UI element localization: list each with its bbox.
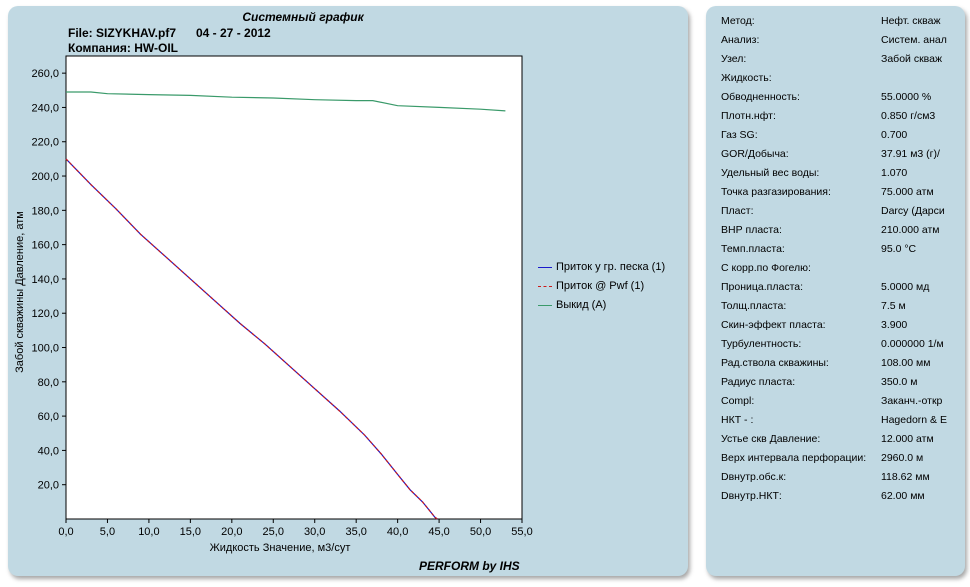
property-value: 108.00 мм: [881, 357, 931, 369]
property-value: 62.00 мм: [881, 490, 925, 502]
property-value: 95.0 °C: [881, 243, 917, 255]
legend-swatch: [538, 267, 552, 268]
series-line-2: [66, 91, 506, 112]
y-tick-label: 160,0: [31, 240, 59, 252]
property-label: Dвнутр.обс.к:: [721, 471, 787, 483]
footer-brand: PERFORM by IHS: [419, 559, 520, 573]
file-label: File: SIZYKHAV.pf7: [68, 26, 177, 40]
y-tick-label: 100,0: [31, 343, 59, 355]
x-tick-label: 55,0: [511, 526, 532, 538]
y-tick-label: 180,0: [31, 205, 59, 217]
property-value: Систем. анал: [881, 34, 947, 46]
y-tick-label: 260,0: [31, 68, 59, 80]
property-label: Скин-эффект пласта:: [721, 319, 826, 331]
x-tick-label: 10,0: [138, 526, 159, 538]
property-label: НКТ - :: [721, 414, 754, 426]
x-tick-label: 50,0: [470, 526, 491, 538]
property-label: GOR/Добыча:: [721, 148, 789, 160]
y-tick-label: 140,0: [31, 274, 59, 286]
property-value: 1.070: [881, 167, 908, 179]
property-label: С корр.по Фогелю:: [721, 262, 811, 274]
property-label: Пласт:: [721, 205, 754, 217]
properties-panel: Метод: Нефт. скваж Анализ: Систем. анал Узел…: [706, 6, 965, 576]
property-value: Hagedorn & E: [881, 414, 947, 426]
property-label: Узел:: [721, 53, 747, 65]
property-label: Удельный вес воды:: [721, 167, 820, 179]
property-value: 3.900: [881, 319, 908, 331]
company-label: Компания: HW-OIL: [68, 41, 178, 55]
chart-title: Системный график: [242, 10, 364, 24]
property-value: 2960.0 м: [881, 452, 924, 464]
property-value: 12.000 атм: [881, 433, 934, 445]
legend-swatch: [538, 286, 552, 287]
property-value: 0.700: [881, 129, 908, 141]
property-value: Darcy (Дарси: [881, 205, 945, 217]
y-tick-label: 60,0: [38, 411, 59, 423]
y-tick-label: 240,0: [31, 102, 59, 114]
property-value: 0.850 г/см3: [881, 110, 936, 122]
x-tick-label: 0,0: [58, 526, 73, 538]
property-value: Заканч.-откр: [881, 395, 943, 407]
property-label: Толщ.пласта:: [721, 300, 787, 312]
x-tick-label: 15,0: [180, 526, 201, 538]
x-axis-title: Жидкость Значение, м3/сут: [210, 542, 351, 554]
property-label: Метод:: [721, 15, 755, 27]
property-label: Устье скв Давление:: [721, 433, 821, 445]
legend-label: Приток у гр. песка (1): [556, 261, 666, 273]
property-value: 350.0 м: [881, 376, 918, 388]
property-label: Турбулентность:: [721, 338, 802, 350]
property-value: Забой скваж: [881, 53, 942, 65]
system-plot: 20,0 40,0 60,0 80,0 100,0 120,0 140,0 160,0 180,…: [14, 55, 533, 554]
property-label: Жидкость:: [721, 72, 772, 84]
property-value: 118.62 мм: [881, 471, 930, 483]
x-tick-label: 5,0: [100, 526, 115, 538]
property-value: 7.5 м: [881, 300, 906, 312]
property-value: Нефт. скваж: [881, 15, 941, 27]
property-value: 55.0000 %: [881, 91, 932, 103]
legend-swatch: [538, 305, 552, 306]
plot-area: [65, 55, 523, 520]
property-label: Обводненность:: [721, 91, 800, 103]
x-tick-label: 20,0: [221, 526, 242, 538]
y-tick-label: 220,0: [31, 137, 59, 149]
property-label: ВНР пласта:: [721, 224, 782, 236]
y-axis-title: Забой скважины Давление, атм: [14, 211, 26, 373]
property-label: Рад.ствола скважины:: [721, 357, 829, 369]
property-value: 5.0000 мд: [881, 281, 930, 293]
property-label: Анализ:: [721, 34, 760, 46]
x-tick-label: 30,0: [304, 526, 325, 538]
y-tick-label: 40,0: [38, 445, 59, 457]
x-tick-label: 40,0: [387, 526, 408, 538]
property-value: 75.000 атм: [881, 186, 934, 198]
property-value: 37.91 м3 (г)/: [881, 148, 940, 160]
property-label: Радиус пласта:: [721, 376, 796, 388]
x-tick-label: 45,0: [428, 526, 449, 538]
chart-panel: Системный график File: SIZYKHAV.pf7 04 -…: [8, 6, 688, 576]
legend-label: Выкид (А): [556, 299, 607, 311]
property-label: Верх интервала перфорации:: [721, 452, 867, 464]
property-label: Точка разгазирования:: [721, 186, 831, 198]
y-tick-label: 20,0: [38, 480, 59, 492]
property-label: Проница.пласта:: [721, 281, 804, 293]
property-label: Газ SG:: [721, 129, 758, 141]
series-line-1: [65, 158, 438, 520]
x-tick-label: 25,0: [263, 526, 284, 538]
x-tick-label: 35,0: [345, 526, 366, 538]
property-label: Compl:: [721, 395, 755, 407]
property-label: Плотн.нфт:: [721, 110, 776, 122]
date-label: 04 - 27 - 2012: [196, 26, 271, 40]
y-tick-label: 120,0: [31, 308, 59, 320]
y-tick-label: 80,0: [38, 377, 59, 389]
property-value: 0.000000 1/м: [881, 338, 944, 350]
property-label: Темп.пласта:: [721, 243, 785, 255]
property-label: Dвнутр.НКТ:: [721, 490, 782, 502]
y-tick-label: 200,0: [31, 171, 59, 183]
legend-label: Приток @ Pwf (1): [556, 280, 645, 292]
property-value: 210.000 атм: [881, 224, 940, 236]
